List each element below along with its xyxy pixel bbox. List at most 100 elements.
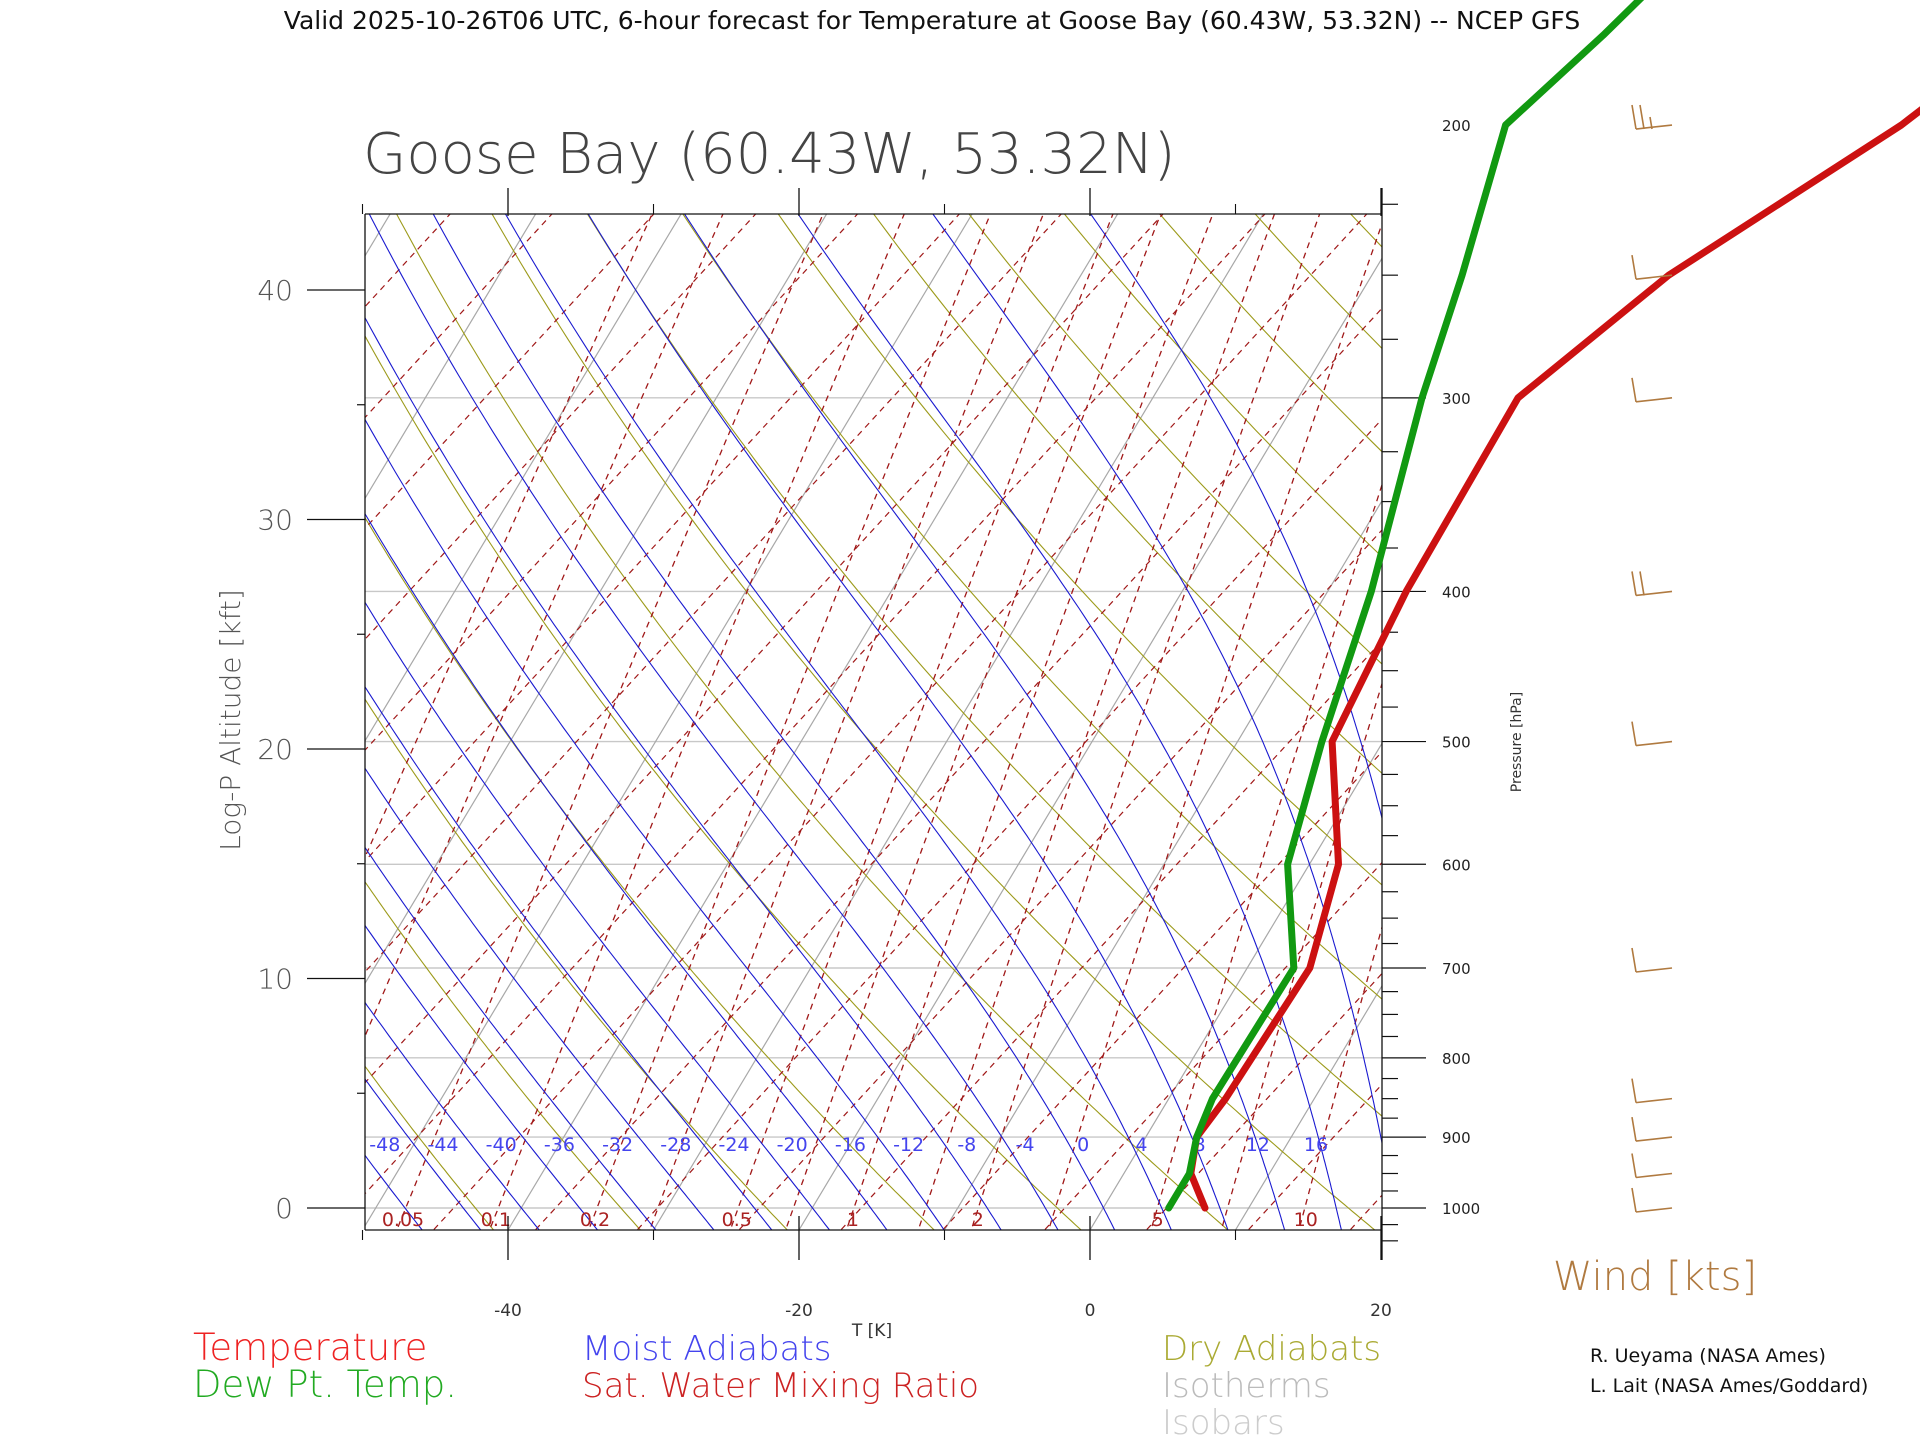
mixing-ratio-line bbox=[1415, 174, 1920, 1270]
dry-adiabat-line bbox=[1796, 0, 1920, 1247]
moist-adiabat-label: -16 bbox=[835, 1134, 866, 1156]
dry-adiabat-line bbox=[491, 214, 1376, 1230]
wind-barb bbox=[1631, 1187, 1673, 1213]
wind-barb-flag bbox=[1631, 377, 1637, 402]
moist-adiabat-label: -24 bbox=[718, 1134, 749, 1156]
mixing-ratio-line bbox=[365, 214, 1266, 1195]
mixing-ratio-line bbox=[1043, 861, 1382, 1230]
dry-adiabat-line bbox=[365, 516, 935, 1230]
mixing-ratio-line bbox=[365, 214, 655, 530]
moist-adiabat-label: -28 bbox=[660, 1134, 691, 1156]
dry-adiabat-line bbox=[1063, 214, 1382, 558]
moist-adiabat-line bbox=[365, 846, 657, 1230]
mixing-ratio-line bbox=[649, 214, 1045, 1230]
mixing-ratio-line bbox=[365, 214, 553, 419]
moist-adiabat-line bbox=[797, 214, 1342, 1230]
wind-barb-staff bbox=[1635, 967, 1673, 973]
mixing-ratio-line bbox=[0, 174, 79, 1270]
wind-barb bbox=[1631, 1153, 1673, 1179]
wind-barb-flag bbox=[1631, 1116, 1637, 1142]
wind-barb-staff bbox=[1635, 124, 1673, 130]
wind-barb bbox=[1631, 1116, 1673, 1142]
mixing-ratio-line bbox=[970, 214, 1321, 1230]
wind-barb bbox=[1631, 1078, 1673, 1104]
moist-adiabat-line bbox=[0, 0, 318, 1247]
isotherm-line bbox=[0, 174, 123, 1270]
moist-adiabat-label: -44 bbox=[427, 1134, 458, 1156]
mixing-ratio-label: 1 bbox=[847, 1209, 859, 1231]
legend: Temperature Dew Pt. Temp. Moist Adiabats… bbox=[193, 1326, 1381, 1440]
mixing-ratio-line bbox=[840, 640, 1382, 1230]
mixing-ratio-line bbox=[1552, 0, 1920, 1247]
isotherm-line bbox=[1648, 174, 1920, 1270]
mixing-ratio-line bbox=[845, 214, 1214, 1230]
page-title: Valid 2025-10-26T06 UTC, 6-hour forecast… bbox=[284, 6, 1580, 35]
dry-adiabat-line bbox=[0, 0, 64, 1247]
moist-adiabat-label: 0 bbox=[1077, 1134, 1089, 1156]
mixing-ratio-label: 0.2 bbox=[580, 1209, 610, 1231]
dry-adiabat-line bbox=[777, 214, 1382, 886]
moist-adiabat-line bbox=[365, 601, 831, 1230]
legend-dry-adiabats: Dry Adiabats bbox=[1162, 1329, 1381, 1369]
mixing-ratio-line bbox=[365, 214, 724, 1038]
pressure-tick-label: 800 bbox=[1442, 1050, 1471, 1068]
wind-barb-flag bbox=[1639, 104, 1645, 130]
moist-adiabat-line bbox=[683, 214, 1286, 1230]
wind-barb-flag bbox=[1631, 1153, 1637, 1178]
dry-adiabat-line bbox=[1319, 0, 1920, 1247]
y-tick-label: 20 bbox=[257, 733, 293, 766]
wind-barb-staff bbox=[1635, 1172, 1673, 1179]
series-layer bbox=[1165, 0, 1920, 1212]
wind-barb-staff bbox=[1635, 274, 1673, 280]
mixing-ratio-line bbox=[1047, 221, 1382, 1230]
dry-adiabat-line bbox=[1240, 0, 1920, 1247]
pressure-tick-label: 600 bbox=[1442, 856, 1471, 874]
moist-adiabat-line bbox=[365, 1001, 540, 1230]
wind-barb bbox=[1631, 571, 1673, 597]
isotherm-line bbox=[1503, 174, 1920, 1270]
isotherm-line bbox=[798, 257, 1382, 1230]
dry-adiabat-line bbox=[872, 214, 1382, 775]
wind-barb-flag bbox=[1639, 571, 1645, 596]
pressure-tick-label: 500 bbox=[1442, 734, 1471, 752]
pressure-axis-label: Pressure [hPa] bbox=[1509, 692, 1525, 792]
dry-adiabat-line bbox=[1081, 0, 1920, 1247]
moist-adiabat-line bbox=[0, 0, 377, 1247]
mixing-ratio-line bbox=[1220, 681, 1382, 1230]
wind-barbs bbox=[1631, 104, 1673, 1213]
x-tick-label: 20 bbox=[1370, 1301, 1392, 1321]
legend-moist-adiabats: Moist Adiabats bbox=[582, 1329, 831, 1369]
mixing-ratio-line bbox=[0, 174, 385, 1270]
mixing-ratio-line bbox=[1619, 174, 1920, 1270]
x-axis-label: T [K] bbox=[851, 1321, 892, 1341]
wind-barb-flag bbox=[1631, 1078, 1637, 1103]
moist-adiabat-label: 16 bbox=[1304, 1134, 1328, 1156]
dry-adiabat-line bbox=[1558, 0, 1920, 1247]
wind-barb-flag bbox=[1631, 721, 1637, 746]
moist-adiabat-label: 12 bbox=[1246, 1134, 1270, 1156]
moist-adiabat-label: -4 bbox=[1016, 1134, 1035, 1156]
mixing-ratio-line bbox=[1800, 0, 1920, 1247]
x-tick-label: -20 bbox=[785, 1301, 813, 1321]
wind-barb bbox=[1631, 721, 1673, 747]
legend-temperature: Temperature bbox=[193, 1326, 427, 1369]
moist-adiabat-line bbox=[365, 1078, 482, 1230]
moist-adiabat-label: -8 bbox=[957, 1134, 976, 1156]
mixing-ratio-label: 2 bbox=[972, 1209, 984, 1231]
pressure-tick-label: 300 bbox=[1442, 390, 1471, 408]
mixing-ratio-line bbox=[941, 750, 1382, 1230]
wind-barb-staff bbox=[1635, 1136, 1673, 1142]
wind-barb-flag bbox=[1631, 571, 1637, 596]
y-tick-label: 40 bbox=[257, 274, 293, 307]
pressure-tick-label: 1000 bbox=[1442, 1200, 1480, 1218]
isotherm-line bbox=[1089, 742, 1382, 1230]
mixing-ratio-line bbox=[365, 214, 859, 752]
moist-adiabat-label: -48 bbox=[369, 1134, 400, 1156]
pressure-tick-label: 400 bbox=[1442, 583, 1471, 601]
wind-barb-flag bbox=[1631, 104, 1637, 130]
pressure-tick-label: 200 bbox=[1442, 117, 1471, 135]
moist-adiabat-line bbox=[365, 924, 599, 1230]
chart-title: Goose Bay (60.43W, 53.32N) bbox=[363, 122, 1175, 187]
mixing-ratio-line bbox=[1150, 482, 1382, 1230]
